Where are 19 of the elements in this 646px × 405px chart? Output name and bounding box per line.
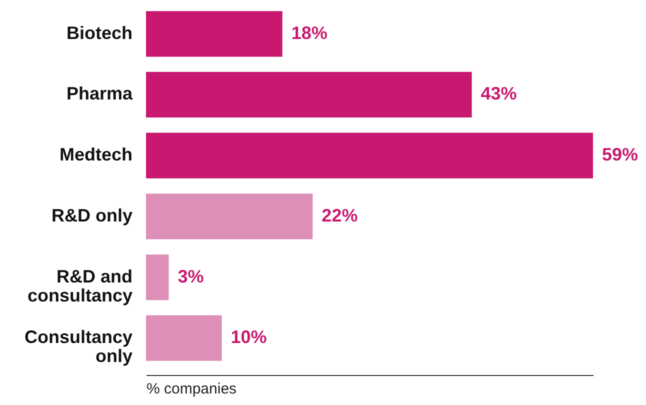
bar [146, 132, 593, 178]
data-label: 10% [230, 327, 267, 348]
y-tick-label: R&D and consultancy [27, 266, 132, 306]
bar [146, 194, 313, 240]
bar [146, 72, 472, 118]
y-tick-label: Biotech [66, 22, 132, 43]
bar [146, 315, 222, 361]
y-tick-label: Medtech [59, 144, 132, 165]
data-label: 3% [178, 266, 204, 286]
y-tick-label: Pharma [66, 84, 134, 104]
data-label: 43% [480, 84, 517, 104]
y-tick-label: R&D only [52, 205, 132, 226]
data-label: 22% [322, 205, 358, 226]
bar [146, 254, 169, 300]
bar [146, 11, 282, 57]
data-label: 18% [291, 22, 328, 43]
data-label: 59% [602, 144, 638, 165]
y-tick-label: Consultancy only [24, 327, 132, 366]
x-axis-title: % companies [146, 380, 237, 398]
